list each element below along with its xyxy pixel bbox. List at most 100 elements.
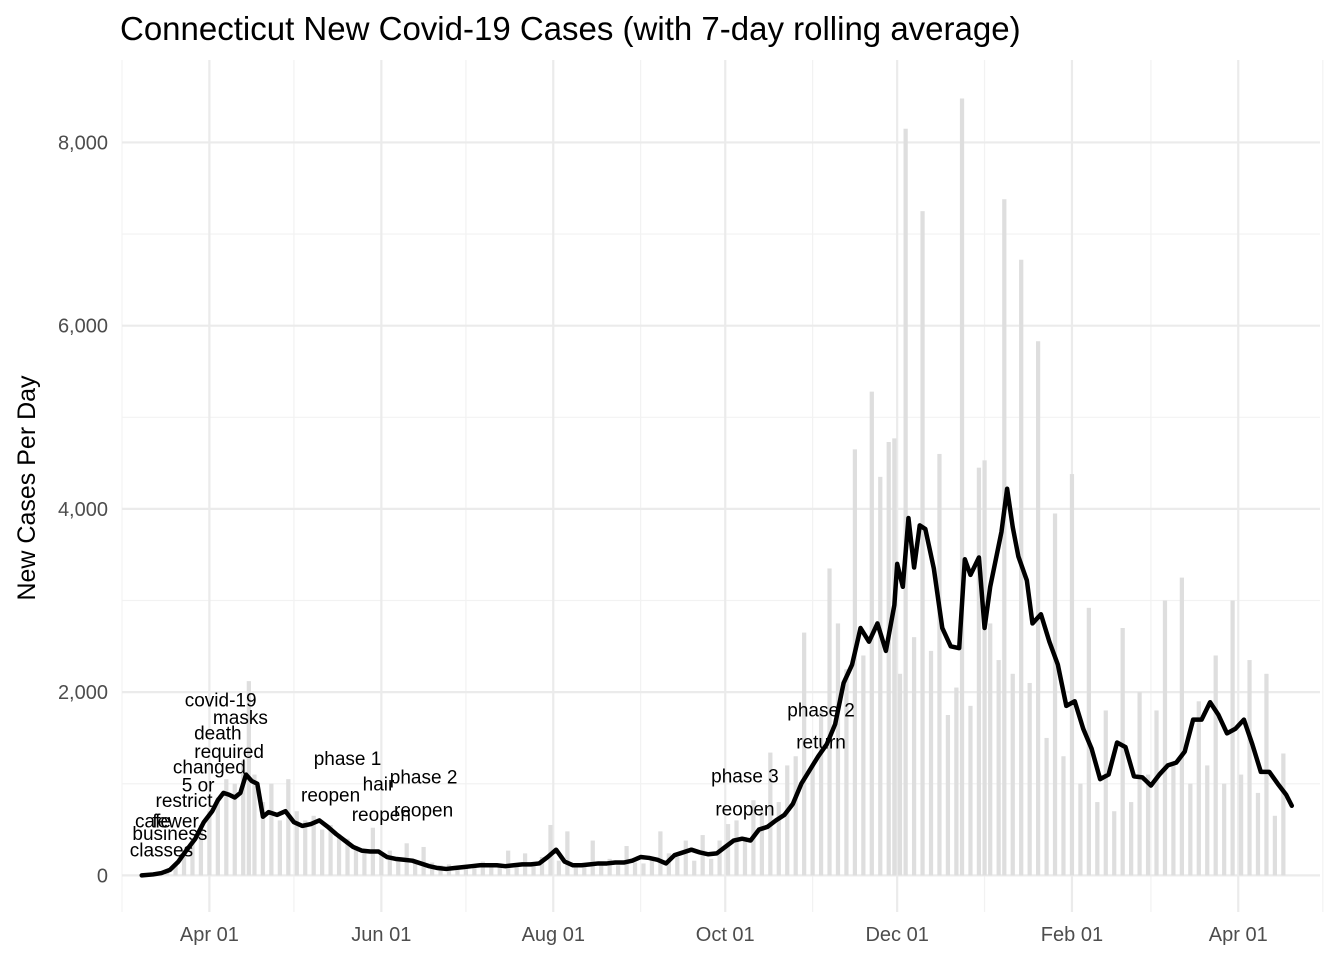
daily-cases-bar [945, 715, 951, 876]
daily-cases-bar [277, 820, 282, 876]
daily-cases-bar [717, 840, 722, 876]
daily-cases-bar [345, 838, 350, 876]
daily-cases-bar [692, 860, 697, 876]
daily-cases-bar [362, 851, 367, 876]
event-annotation: covid-19 [185, 690, 257, 711]
daily-cases-bar [548, 824, 553, 876]
x-tick-label: Jun 01 [351, 924, 411, 946]
daily-cases-bar [802, 632, 807, 876]
event-annotation: 5 or [182, 776, 215, 797]
daily-cases-bar [232, 783, 237, 876]
daily-cases-bar [1196, 701, 1201, 876]
daily-cases-bar [1036, 341, 1041, 876]
event-annotation: reopen [352, 805, 411, 826]
daily-cases-bar [1171, 765, 1176, 876]
daily-cases-bar [725, 824, 731, 876]
daily-cases-bar [982, 460, 987, 876]
daily-cases-bar [421, 846, 426, 876]
daily-cases-bar [903, 128, 908, 876]
daily-cases-bar [810, 765, 815, 876]
daily-cases-bar [1129, 802, 1134, 876]
daily-cases-bar [1247, 660, 1252, 876]
event-annotation: phase 3 [711, 767, 779, 788]
daily-cases-bar [320, 829, 325, 876]
daily-cases-bar [793, 756, 798, 876]
daily-cases-bar [878, 476, 883, 876]
daily-cases-bar [1281, 753, 1286, 876]
daily-cases-bar [480, 861, 485, 876]
event-annotation: phase 2 [390, 767, 458, 788]
daily-cases-bar [1095, 802, 1100, 876]
y-tick-label: 4,000 [58, 499, 108, 521]
daily-cases-bar [190, 840, 195, 876]
rolling-average-line [139, 486, 1295, 878]
daily-cases-bar [353, 846, 359, 876]
daily-cases-bar [709, 858, 714, 876]
daily-cases-bar [1179, 577, 1184, 876]
rolling-average-series [139, 486, 1295, 878]
daily-cases-bar [252, 774, 257, 876]
daily-cases-bar [1052, 513, 1058, 876]
daily-cases-bar [1188, 783, 1193, 876]
y-axis-label: New Cases Per Day [13, 375, 41, 601]
daily-cases-bar [768, 752, 773, 876]
event-annotation: cafe [135, 811, 171, 832]
daily-cases-bar [897, 673, 903, 876]
daily-cases-bar [582, 865, 587, 876]
daily-cases-bar [269, 783, 274, 876]
x-tick-label: Apr 01 [180, 924, 239, 946]
daily-cases-bar [1027, 682, 1032, 876]
daily-cases-bar [413, 861, 418, 876]
daily-cases-bar [920, 211, 925, 876]
daily-cases-bar [776, 802, 781, 876]
daily-cases-bar [328, 824, 333, 876]
daily-cases-bar [215, 797, 220, 876]
daily-cases-bar [1061, 756, 1066, 876]
daily-cases-bar [1112, 811, 1117, 876]
daily-cases-bar [1154, 710, 1159, 876]
x-tick-label: Apr 01 [1209, 924, 1268, 946]
event-annotation: return [796, 733, 846, 754]
daily-cases-bar [742, 836, 748, 876]
daily-cases-bar [968, 705, 973, 876]
daily-cases-bar [241, 760, 246, 876]
daily-cases-bar [198, 824, 204, 876]
daily-cases-bar [1103, 710, 1108, 876]
daily-cases-bar [1069, 474, 1075, 876]
x-tick-label: Oct 01 [696, 924, 755, 946]
daily-cases-bar [675, 857, 680, 876]
daily-cases-bar [632, 862, 638, 876]
daily-cases-bar [835, 623, 841, 876]
daily-cases-bar [463, 867, 469, 876]
event-annotation: fewer [152, 811, 199, 832]
daily-cases-bar [599, 863, 604, 876]
daily-cases-bar [818, 710, 824, 876]
y-tick-label: 0 [97, 865, 108, 887]
daily-cases-bar [649, 859, 655, 876]
y-tick-label: 2,000 [58, 682, 108, 704]
daily-cases-bar [311, 815, 316, 876]
daily-cases-bar [556, 860, 562, 876]
event-annotation: reopen [301, 786, 360, 807]
daily-cases-bar [224, 779, 229, 876]
daily-cases-bar [844, 669, 849, 876]
event-annotation: changed [173, 757, 246, 778]
event-annotation: phase 2 [787, 701, 855, 722]
daily-cases-bar [489, 866, 494, 876]
event-annotation: phase 1 [314, 749, 382, 770]
daily-cases-bar [294, 811, 299, 876]
event-annotation: reopen [394, 800, 453, 821]
daily-cases-bar [616, 865, 621, 876]
daily-cases-bar [658, 831, 663, 876]
daily-cases-bar [565, 831, 570, 876]
daily-cases-bar [506, 850, 511, 876]
daily-cases-bar [1002, 199, 1007, 876]
daily-cases-bar [886, 442, 891, 876]
x-axis-ticks: Apr 01 Jun 01 Aug 01 Oct 01 Dec 01 Feb 01 Apr … [180, 924, 1268, 946]
daily-cases-bar [514, 865, 519, 876]
daily-cases-bar [1205, 765, 1210, 876]
daily-cases-bar [181, 853, 187, 876]
daily-cases-bar [336, 834, 342, 876]
daily-cases-bar [861, 655, 866, 876]
